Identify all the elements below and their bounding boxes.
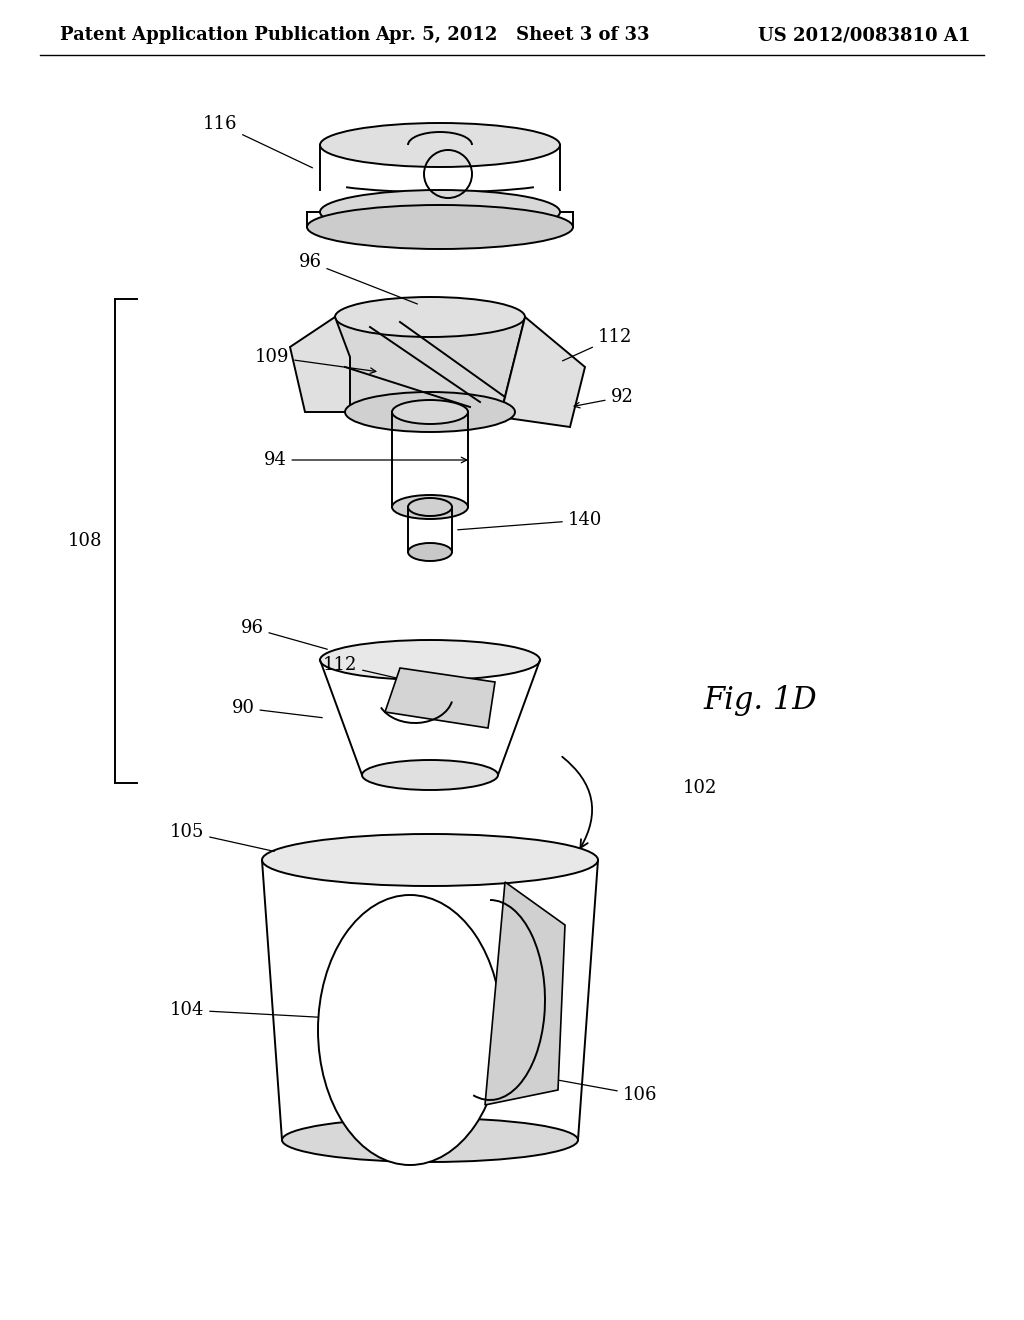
Polygon shape [500,317,585,426]
Ellipse shape [319,640,540,680]
Text: 96: 96 [299,253,418,304]
Text: 96: 96 [241,619,328,649]
Ellipse shape [319,123,560,168]
Ellipse shape [392,400,468,424]
Polygon shape [385,668,495,729]
Text: Patent Application Publication: Patent Application Publication [60,26,371,44]
Ellipse shape [408,498,452,516]
Text: 112: 112 [562,327,632,360]
Text: 112: 112 [323,656,437,688]
Text: 90: 90 [231,700,323,718]
Ellipse shape [307,205,573,249]
Text: 116: 116 [203,115,312,168]
Ellipse shape [282,1118,578,1162]
Ellipse shape [319,190,560,234]
Ellipse shape [262,834,598,886]
Ellipse shape [345,392,515,432]
Ellipse shape [362,760,498,789]
Text: US 2012/0083810 A1: US 2012/0083810 A1 [758,26,970,44]
Ellipse shape [392,495,468,519]
Text: 102: 102 [683,779,717,797]
Text: 92: 92 [574,388,634,408]
Text: Fig. 1D: Fig. 1D [703,685,817,715]
Ellipse shape [408,543,452,561]
Text: 104: 104 [170,1001,366,1022]
Polygon shape [290,317,350,412]
Text: 108: 108 [68,532,102,550]
Text: 140: 140 [458,511,602,529]
Ellipse shape [318,895,502,1166]
Ellipse shape [335,297,525,337]
Text: 106: 106 [532,1076,657,1104]
Polygon shape [335,317,525,417]
Text: 94: 94 [263,451,467,469]
Text: 109: 109 [255,348,376,374]
Text: 105: 105 [170,822,274,851]
Polygon shape [485,882,565,1105]
Text: Apr. 5, 2012   Sheet 3 of 33: Apr. 5, 2012 Sheet 3 of 33 [375,26,649,44]
